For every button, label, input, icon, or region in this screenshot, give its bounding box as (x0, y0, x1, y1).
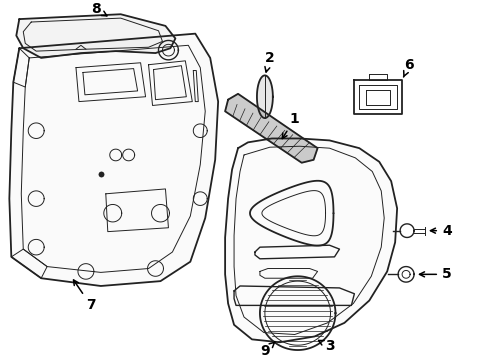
Polygon shape (16, 14, 175, 58)
Text: 5: 5 (419, 267, 452, 281)
Text: 3: 3 (318, 339, 334, 353)
Polygon shape (225, 139, 397, 342)
Polygon shape (9, 33, 218, 286)
Text: 4: 4 (430, 224, 452, 238)
Polygon shape (225, 94, 318, 163)
Polygon shape (257, 75, 273, 118)
Text: 2: 2 (265, 51, 275, 72)
Text: 9: 9 (260, 342, 275, 358)
Text: 1: 1 (282, 112, 299, 139)
Text: 7: 7 (74, 280, 96, 312)
Text: 6: 6 (403, 58, 414, 77)
Text: 8: 8 (91, 3, 107, 17)
